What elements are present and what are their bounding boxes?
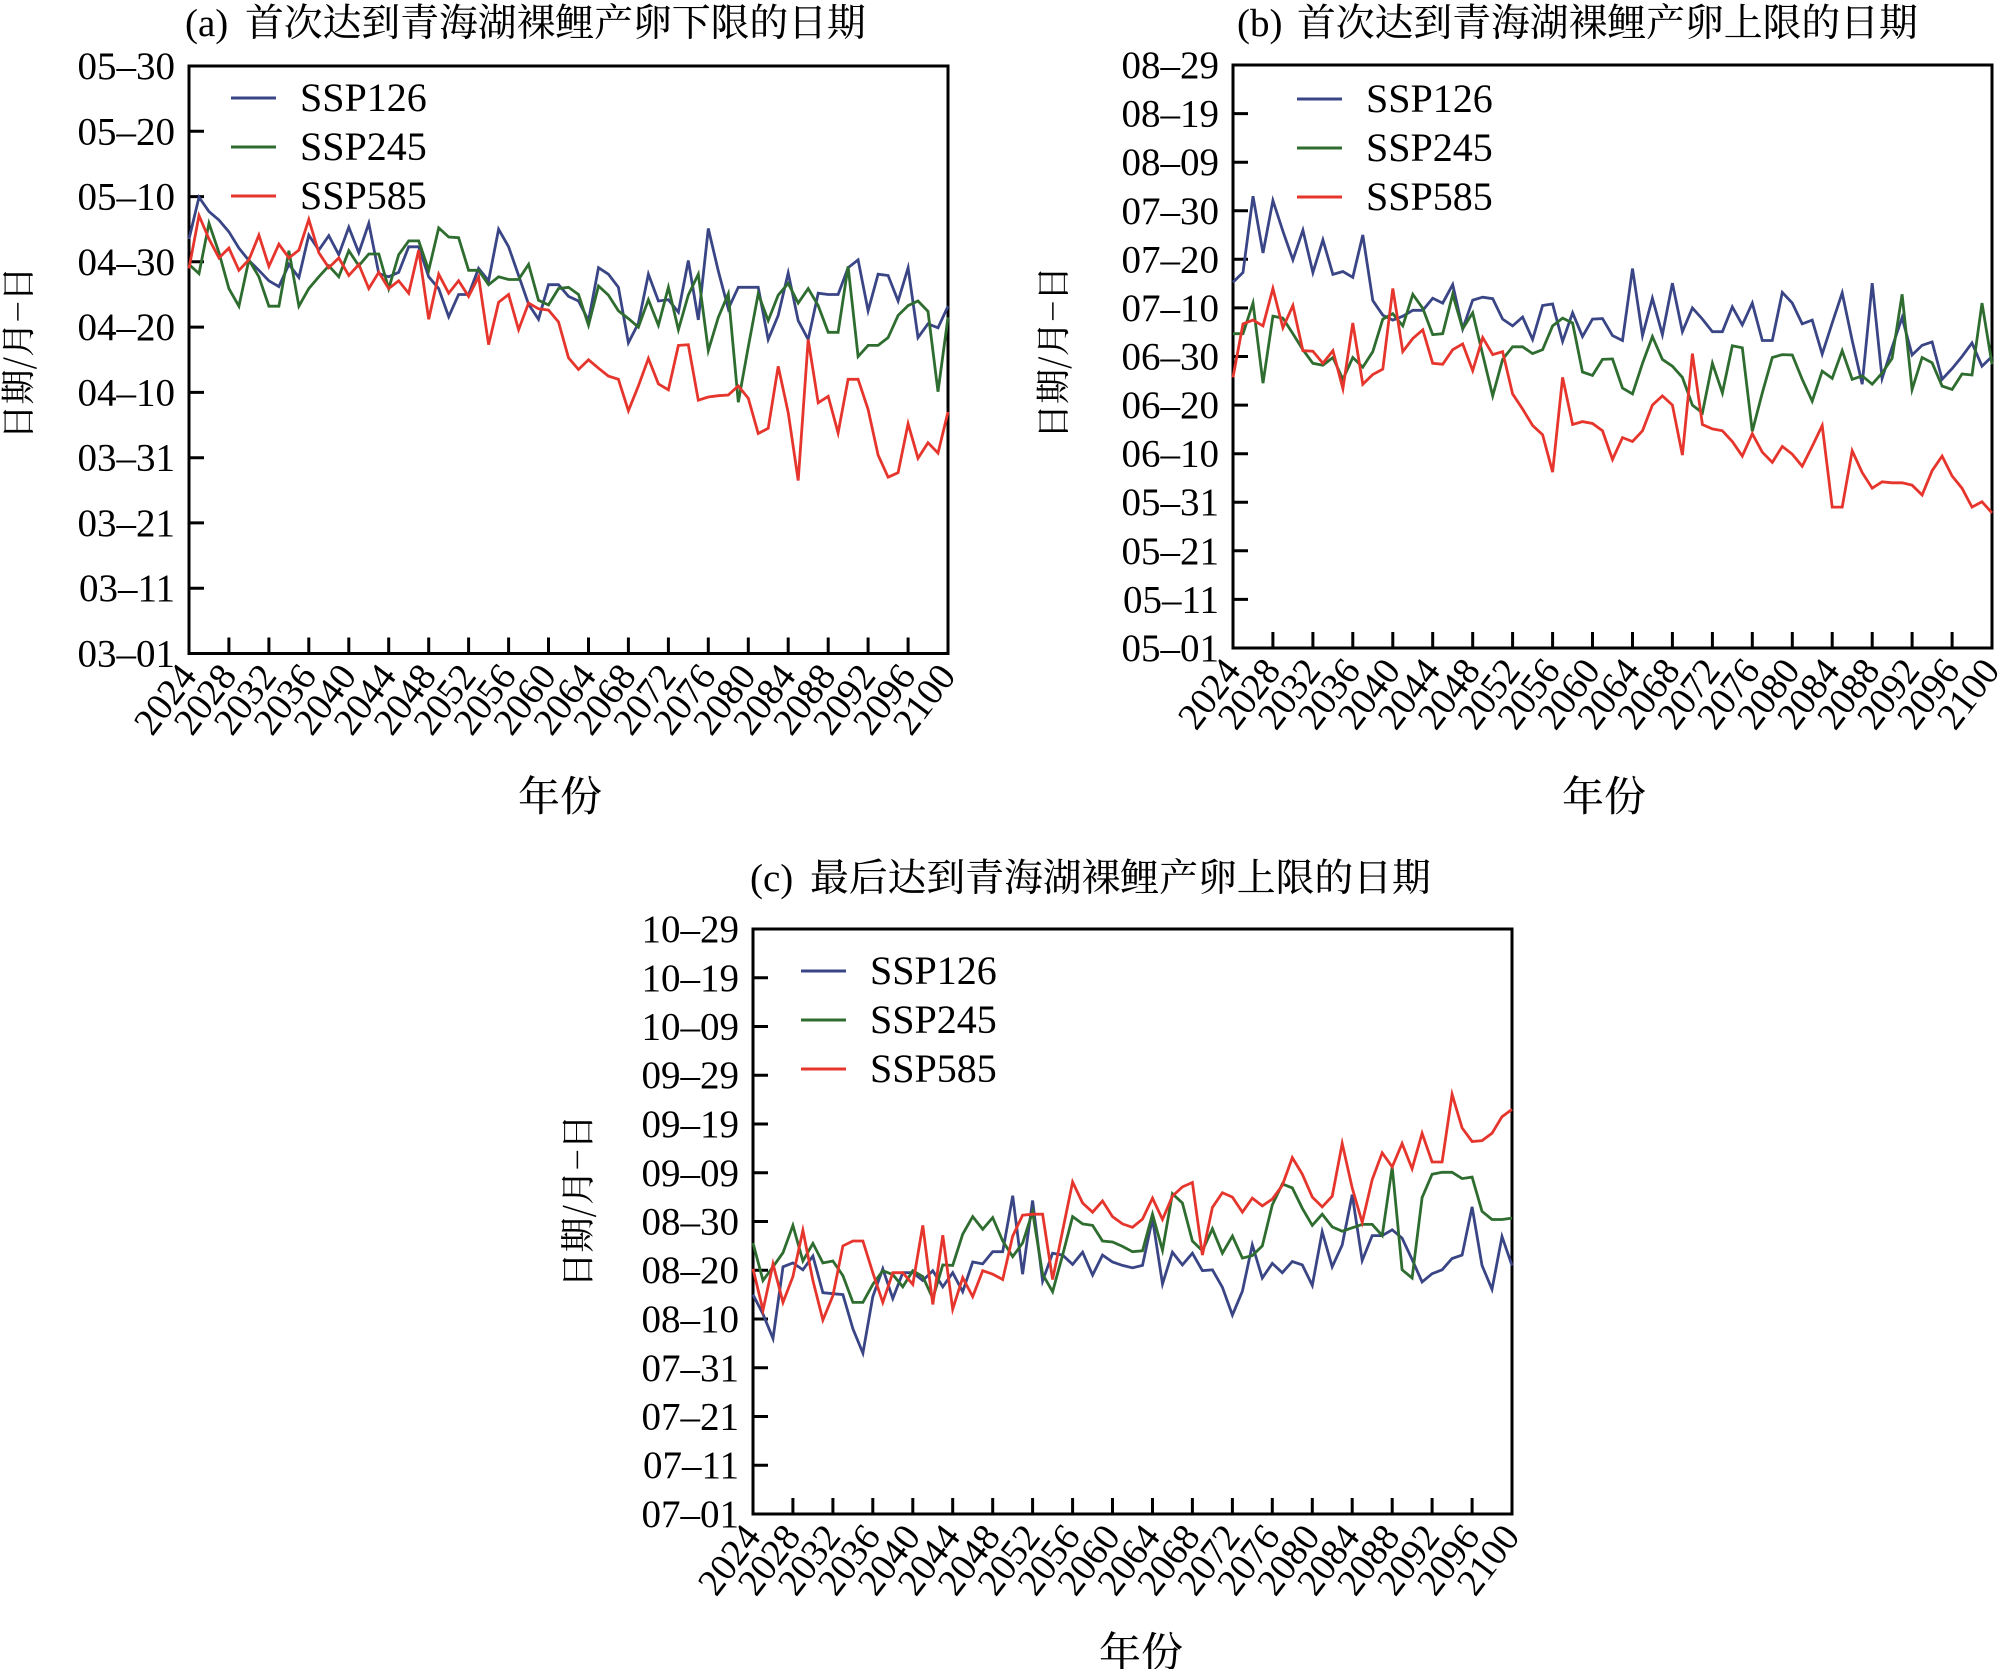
svg-text:03–31: 03–31 [78,437,176,480]
svg-text:05–11: 05–11 [1123,578,1219,621]
svg-text:04–30: 04–30 [78,241,176,284]
svg-text:SSP585: SSP585 [870,1046,997,1091]
svg-text:03–01: 03–01 [78,633,176,676]
svg-text:08–09: 08–09 [1122,141,1220,184]
svg-text:09–09: 09–09 [642,1152,740,1195]
svg-text:06–10: 06–10 [1122,433,1220,476]
svg-text:10–19: 10–19 [642,957,740,1000]
svg-text:(a): (a) [185,2,228,45]
svg-text:SSP245: SSP245 [870,997,997,1042]
svg-text:08–29: 08–29 [1122,44,1220,87]
svg-text:08–30: 08–30 [642,1201,740,1244]
svg-text:05–01: 05–01 [1122,627,1220,670]
svg-text:05–31: 05–31 [1122,481,1220,524]
svg-text:06–20: 06–20 [1122,384,1220,427]
svg-text:09–19: 09–19 [642,1103,740,1146]
svg-text:SSP126: SSP126 [300,75,427,120]
svg-text:04–10: 04–10 [78,371,176,414]
svg-text:(c): (c) [750,857,793,900]
svg-text:SSP245: SSP245 [1366,125,1493,170]
svg-text:SSP585: SSP585 [1366,174,1493,219]
svg-text:09–29: 09–29 [642,1054,740,1097]
svg-text:SSP245: SSP245 [300,124,427,169]
svg-text:(b): (b) [1237,2,1282,45]
svg-text:07–21: 07–21 [642,1396,740,1439]
svg-text:07–20: 07–20 [1122,238,1220,281]
svg-text:07–30: 07–30 [1122,190,1220,233]
svg-text:07–10: 07–10 [1122,287,1220,330]
svg-text:07–01: 07–01 [642,1493,740,1536]
svg-text:SSP126: SSP126 [1366,76,1493,121]
svg-text:10–09: 10–09 [642,1006,740,1049]
svg-text:07–11: 07–11 [643,1444,739,1487]
svg-text:05–30: 05–30 [78,45,176,88]
svg-text:04–20: 04–20 [78,306,176,349]
svg-text:SSP126: SSP126 [870,948,997,993]
svg-text:07–31: 07–31 [642,1347,740,1390]
svg-text:05–20: 05–20 [78,110,176,153]
svg-text:06–30: 06–30 [1122,336,1220,379]
svg-text:05–10: 05–10 [78,176,176,219]
svg-text:SSP585: SSP585 [300,173,427,218]
svg-text:08–10: 08–10 [642,1298,740,1341]
svg-text:05–21: 05–21 [1122,530,1220,573]
svg-text:03–21: 03–21 [78,502,176,545]
svg-text:10–29: 10–29 [642,908,740,951]
svg-text:08–19: 08–19 [1122,93,1220,136]
svg-text:03–11: 03–11 [79,567,175,610]
svg-text:08–20: 08–20 [642,1249,740,1292]
